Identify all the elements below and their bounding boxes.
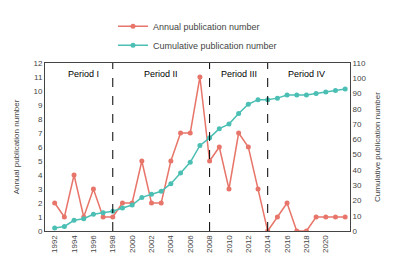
svg-text:Annual publication number: Annual publication number: [12, 99, 21, 194]
svg-text:Period IV: Period IV: [288, 69, 325, 79]
svg-text:50: 50: [353, 150, 362, 159]
svg-text:2016: 2016: [283, 235, 292, 253]
svg-text:1: 1: [38, 213, 43, 222]
svg-text:7: 7: [38, 129, 43, 138]
svg-text:2000: 2000: [128, 235, 137, 253]
svg-text:80: 80: [353, 105, 362, 114]
svg-text:3: 3: [38, 185, 43, 194]
svg-text:2020: 2020: [321, 235, 330, 253]
svg-text:4: 4: [38, 171, 43, 180]
svg-text:9: 9: [38, 101, 43, 110]
svg-text:60: 60: [353, 135, 362, 144]
svg-text:1994: 1994: [70, 235, 79, 253]
svg-text:6: 6: [38, 143, 43, 152]
svg-text:2: 2: [38, 199, 43, 208]
svg-text:1992: 1992: [50, 235, 59, 253]
svg-text:11: 11: [34, 73, 43, 82]
svg-text:110: 110: [353, 59, 366, 68]
svg-text:2006: 2006: [186, 235, 195, 253]
svg-text:30: 30: [353, 181, 362, 190]
svg-text:Annual publication number: Annual publication number: [153, 22, 260, 32]
svg-text:5: 5: [38, 157, 43, 166]
svg-text:1998: 1998: [108, 235, 117, 253]
svg-text:20: 20: [353, 196, 362, 205]
svg-text:0: 0: [353, 227, 358, 236]
svg-text:1996: 1996: [89, 235, 98, 253]
svg-text:Cumulative publication number: Cumulative publication number: [153, 41, 277, 51]
svg-text:90: 90: [353, 89, 362, 98]
svg-text:40: 40: [353, 166, 362, 175]
svg-text:2014: 2014: [263, 235, 272, 253]
svg-text:0: 0: [38, 227, 43, 236]
svg-text:10: 10: [33, 87, 42, 96]
svg-text:2010: 2010: [225, 235, 234, 253]
svg-text:Period II: Period II: [144, 69, 178, 79]
svg-text:70: 70: [353, 120, 362, 129]
svg-text:2008: 2008: [205, 235, 214, 253]
svg-text:10: 10: [353, 212, 362, 221]
svg-text:Period I: Period I: [68, 69, 99, 79]
svg-text:8: 8: [38, 115, 43, 124]
svg-text:Period III: Period III: [221, 69, 257, 79]
svg-text:2012: 2012: [244, 235, 253, 253]
svg-text:2002: 2002: [147, 235, 156, 253]
svg-text:Cumulative publication number: Cumulative publication number: [373, 92, 382, 202]
svg-text:2004: 2004: [166, 235, 175, 253]
svg-text:12: 12: [33, 59, 42, 68]
svg-text:2018: 2018: [302, 235, 311, 253]
svg-text:100: 100: [353, 74, 367, 83]
